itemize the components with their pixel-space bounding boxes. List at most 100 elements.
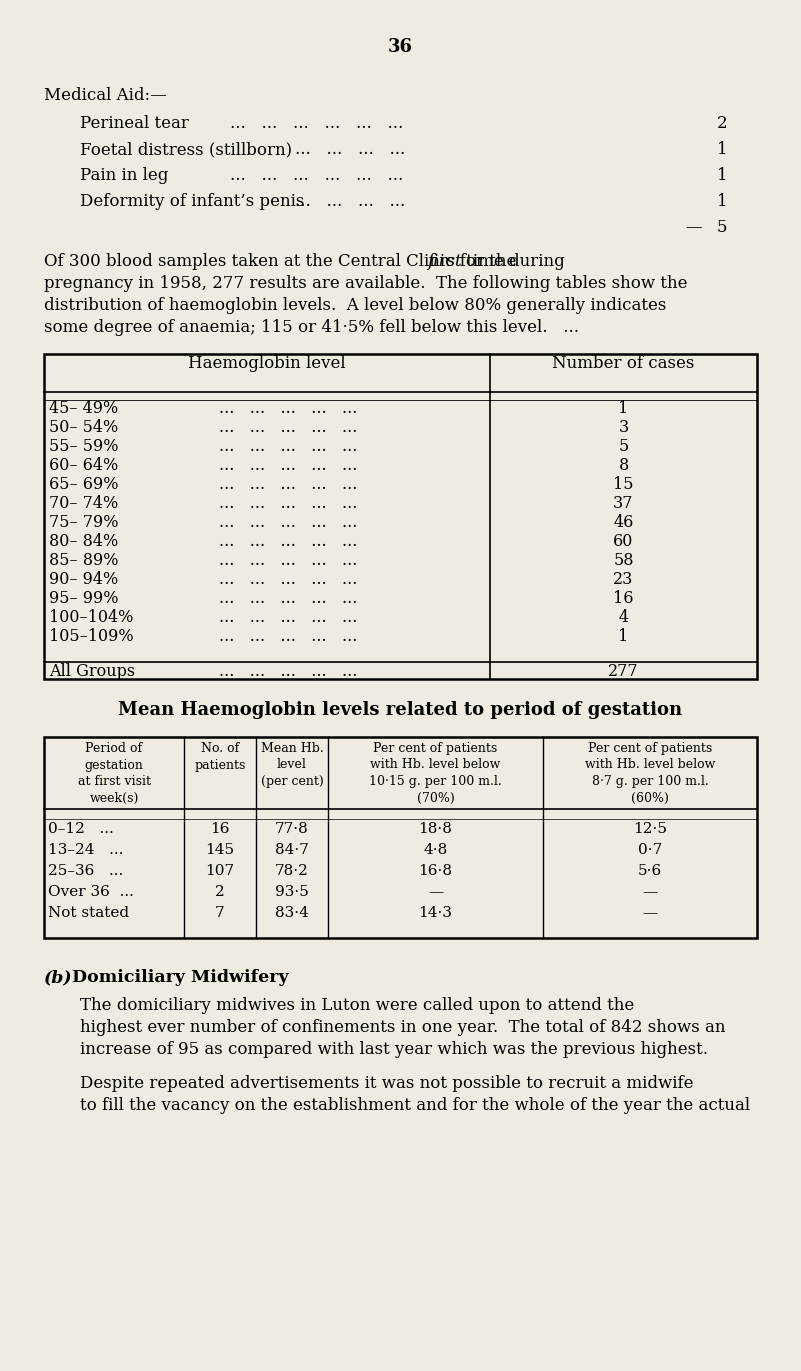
Text: pregnancy in 1958, 277 results are available.  The following tables show the: pregnancy in 1958, 277 results are avail… bbox=[44, 276, 687, 292]
Text: 60– 64%: 60– 64% bbox=[49, 457, 119, 474]
Text: 95– 99%: 95– 99% bbox=[49, 590, 119, 607]
Text: Pain in leg: Pain in leg bbox=[80, 167, 168, 184]
Text: 0·7: 0·7 bbox=[638, 843, 662, 857]
Text: highest ever number of confinements in one year.  The total of 842 shows an: highest ever number of confinements in o… bbox=[80, 1019, 726, 1036]
Text: ...   ...   ...   ...   ...: ... ... ... ... ... bbox=[219, 420, 357, 436]
Text: 100–104%: 100–104% bbox=[49, 609, 134, 627]
Text: ...   ...   ...   ...   ...: ... ... ... ... ... bbox=[219, 457, 357, 474]
Text: Deformity of infant’s penis: Deformity of infant’s penis bbox=[80, 193, 304, 210]
Text: some degree of anaemia; 115 or 41·5% fell below this level.   ...: some degree of anaemia; 115 or 41·5% fel… bbox=[44, 319, 579, 336]
Text: 84·7: 84·7 bbox=[275, 843, 309, 857]
Text: 80– 84%: 80– 84% bbox=[49, 533, 119, 550]
Text: 23: 23 bbox=[614, 570, 634, 588]
Text: 93·5: 93·5 bbox=[275, 886, 309, 899]
Text: 1: 1 bbox=[618, 400, 629, 417]
Text: 105–109%: 105–109% bbox=[49, 628, 134, 644]
Text: increase of 95 as compared with last year which was the previous highest.: increase of 95 as compared with last yea… bbox=[80, 1041, 708, 1058]
Text: ...   ...   ...   ...   ...: ... ... ... ... ... bbox=[219, 664, 357, 680]
Text: —: — bbox=[642, 906, 658, 920]
Text: 37: 37 bbox=[614, 495, 634, 511]
Text: 14·3: 14·3 bbox=[418, 906, 453, 920]
Text: Per cent of patients
with Hb. level below
8·7 g. per 100 m.l.
(60%): Per cent of patients with Hb. level belo… bbox=[585, 742, 715, 805]
Text: 107: 107 bbox=[205, 864, 235, 877]
Text: Perineal tear: Perineal tear bbox=[80, 115, 189, 132]
Text: ...   ...   ...   ...   ...: ... ... ... ... ... bbox=[219, 533, 357, 550]
Text: first: first bbox=[427, 254, 461, 270]
Text: 15: 15 bbox=[614, 476, 634, 494]
Text: 46: 46 bbox=[614, 514, 634, 531]
Text: 1: 1 bbox=[717, 141, 727, 158]
Text: 1: 1 bbox=[618, 628, 629, 644]
Text: ...   ...   ...   ...   ...: ... ... ... ... ... bbox=[219, 553, 357, 569]
Text: 18·8: 18·8 bbox=[419, 823, 453, 836]
Text: 13–24   ...: 13–24 ... bbox=[48, 843, 123, 857]
Text: 75– 79%: 75– 79% bbox=[49, 514, 119, 531]
Text: Haemoglobin level: Haemoglobin level bbox=[188, 355, 346, 372]
Text: 77·8: 77·8 bbox=[275, 823, 309, 836]
Bar bbox=[44, 738, 757, 938]
Text: 5·6: 5·6 bbox=[638, 864, 662, 877]
Text: time during: time during bbox=[461, 254, 565, 270]
Text: —: — bbox=[642, 886, 658, 899]
Text: 5: 5 bbox=[717, 219, 727, 236]
Text: ...   ...   ...   ...   ...: ... ... ... ... ... bbox=[219, 495, 357, 511]
Text: Over 36  ...: Over 36 ... bbox=[48, 886, 134, 899]
Text: 277: 277 bbox=[608, 664, 639, 680]
Text: All Groups: All Groups bbox=[49, 664, 135, 680]
Text: ...   ...   ...   ...   ...: ... ... ... ... ... bbox=[219, 437, 357, 455]
Text: Not stated: Not stated bbox=[48, 906, 129, 920]
Text: ...   ...   ...   ...: ... ... ... ... bbox=[295, 193, 405, 210]
Text: Foetal distress (stillborn): Foetal distress (stillborn) bbox=[80, 141, 292, 158]
Text: distribution of haemoglobin levels.  A level below 80% generally indicates: distribution of haemoglobin levels. A le… bbox=[44, 298, 666, 314]
Text: 0–12   ...: 0–12 ... bbox=[48, 823, 114, 836]
Text: 4·8: 4·8 bbox=[424, 843, 448, 857]
Text: to fill the vacancy on the establishment and for the whole of the year the actua: to fill the vacancy on the establishment… bbox=[80, 1097, 750, 1115]
Text: 83·4: 83·4 bbox=[275, 906, 309, 920]
Text: Medical Aid:—: Medical Aid:— bbox=[44, 86, 167, 104]
Text: 65– 69%: 65– 69% bbox=[49, 476, 119, 494]
Text: 16·8: 16·8 bbox=[418, 864, 453, 877]
Text: Mean Hb.
level
(per cent): Mean Hb. level (per cent) bbox=[260, 742, 324, 788]
Text: 1: 1 bbox=[717, 167, 727, 184]
Text: The domiciliary midwives in Luton were called upon to attend the: The domiciliary midwives in Luton were c… bbox=[80, 997, 634, 1015]
Text: —: — bbox=[685, 219, 702, 236]
Text: 12·5: 12·5 bbox=[633, 823, 667, 836]
Text: 5: 5 bbox=[618, 437, 629, 455]
Text: ...   ...   ...   ...   ...: ... ... ... ... ... bbox=[219, 628, 357, 644]
Text: 90– 94%: 90– 94% bbox=[49, 570, 119, 588]
Text: 145: 145 bbox=[205, 843, 235, 857]
Text: 36: 36 bbox=[388, 38, 413, 56]
Text: 1: 1 bbox=[717, 193, 727, 210]
Text: ...   ...   ...   ...   ...: ... ... ... ... ... bbox=[219, 590, 357, 607]
Text: 7: 7 bbox=[215, 906, 225, 920]
Text: 2: 2 bbox=[717, 115, 727, 132]
Text: 85– 89%: 85– 89% bbox=[49, 553, 119, 569]
Text: 70– 74%: 70– 74% bbox=[49, 495, 119, 511]
Text: Domiciliary Midwifery: Domiciliary Midwifery bbox=[66, 969, 288, 986]
Text: Mean Haemoglobin levels related to period of gestation: Mean Haemoglobin levels related to perio… bbox=[119, 701, 682, 718]
Text: 55– 59%: 55– 59% bbox=[49, 437, 119, 455]
Text: 2: 2 bbox=[215, 886, 225, 899]
Text: 16: 16 bbox=[210, 823, 230, 836]
Text: 8: 8 bbox=[618, 457, 629, 474]
Text: ...   ...   ...   ...   ...: ... ... ... ... ... bbox=[219, 570, 357, 588]
Text: Per cent of patients
with Hb. level below
10·15 g. per 100 m.l.
(70%): Per cent of patients with Hb. level belo… bbox=[369, 742, 502, 805]
Text: 4: 4 bbox=[618, 609, 629, 627]
Text: Period of
gestation
at first visit
week(s): Period of gestation at first visit week(… bbox=[78, 742, 151, 805]
Text: ...   ...   ...   ...: ... ... ... ... bbox=[295, 141, 405, 158]
Text: Of 300 blood samples taken at the Central Clinic for the: Of 300 blood samples taken at the Centra… bbox=[44, 254, 521, 270]
Text: 16: 16 bbox=[614, 590, 634, 607]
Text: (b): (b) bbox=[44, 969, 73, 986]
Text: ...   ...   ...   ...   ...: ... ... ... ... ... bbox=[219, 609, 357, 627]
Text: ...   ...   ...   ...   ...   ...: ... ... ... ... ... ... bbox=[230, 167, 403, 184]
Text: ...   ...   ...   ...   ...   ...: ... ... ... ... ... ... bbox=[230, 115, 403, 132]
Text: 78·2: 78·2 bbox=[275, 864, 309, 877]
Text: 3: 3 bbox=[618, 420, 629, 436]
Text: Number of cases: Number of cases bbox=[553, 355, 694, 372]
Text: —: — bbox=[428, 886, 443, 899]
Text: 25–36   ...: 25–36 ... bbox=[48, 864, 123, 877]
Text: No. of
patients: No. of patients bbox=[195, 742, 246, 772]
Text: 45– 49%: 45– 49% bbox=[49, 400, 119, 417]
Bar bbox=[44, 354, 757, 679]
Text: Despite repeated advertisements it was not possible to recruit a midwife: Despite repeated advertisements it was n… bbox=[80, 1075, 694, 1091]
